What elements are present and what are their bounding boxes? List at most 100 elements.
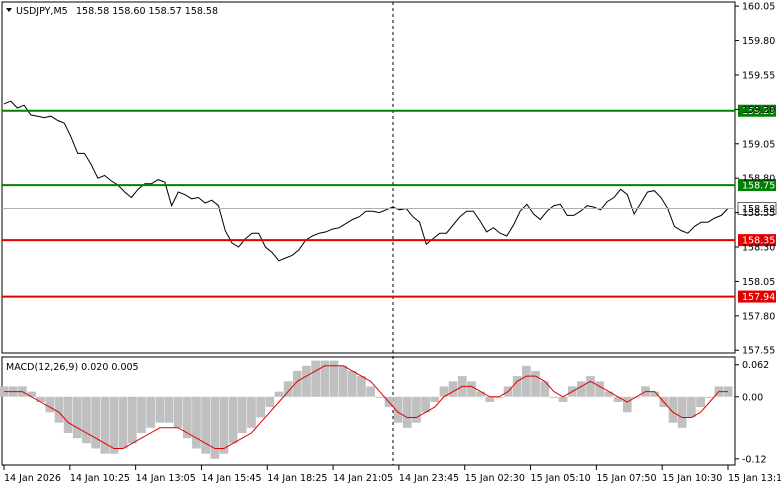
macd-histogram-bar <box>109 396 119 454</box>
price-line <box>3 100 729 262</box>
macd-histogram-bar <box>687 396 696 418</box>
time-tick-label: 15 Jan 10:30 <box>662 473 722 484</box>
macd-histogram-bar <box>100 396 110 454</box>
macd-histogram-bar <box>118 396 128 449</box>
macd-histogram-bar <box>604 391 614 397</box>
level-badge <box>738 234 776 247</box>
level-badge <box>738 104 776 117</box>
level-label: 157.94 <box>742 292 775 303</box>
price-tick-label: 158.30 <box>742 243 775 254</box>
price-tick-label: 160.05 <box>742 2 775 13</box>
macd-histogram-bar <box>439 386 449 397</box>
time-tick-label: 14 Jan 18:25 <box>267 473 327 484</box>
macd-histogram-bar <box>357 376 366 397</box>
current-price-label: 158.58 <box>742 204 775 215</box>
level-badge <box>738 290 776 303</box>
macd-histogram-bar <box>219 396 229 454</box>
macd-histogram-bar <box>73 396 82 439</box>
macd-histogram-bar <box>668 396 678 423</box>
macd-histogram-bar <box>430 396 440 402</box>
macd-histogram-bar <box>338 365 348 397</box>
time-tick-label: 15 Jan 13:10 <box>728 473 781 484</box>
macd-plot <box>0 360 733 459</box>
macd-histogram-bar <box>183 396 192 439</box>
macd-histogram-bar <box>45 396 55 413</box>
macd-histogram-bar <box>421 396 430 413</box>
time-tick-label: 15 Jan 05:10 <box>531 473 591 484</box>
macd-signal-line <box>4 365 728 449</box>
macd-histogram-bar <box>164 396 174 423</box>
macd-histogram-bar <box>210 396 220 459</box>
macd-histogram-bar <box>201 396 210 454</box>
macd-histogram-bar <box>292 370 302 397</box>
level-label: 158.35 <box>742 236 775 247</box>
macd-histogram-bar <box>586 376 595 397</box>
time-tick-label: 14 Jan 10:25 <box>70 473 130 484</box>
macd-histogram-bar <box>467 381 476 397</box>
macd-histogram-bar <box>393 396 403 423</box>
macd-histogram-bar <box>705 396 714 398</box>
level-lines: 159.29 158.75 158.35 157.94 158.58 <box>2 104 777 303</box>
level-badge <box>738 179 776 192</box>
macd-histogram-bar <box>82 396 91 444</box>
macd-histogram-bar <box>237 396 247 433</box>
price-tick-label: 158.55 <box>742 208 775 219</box>
symbol-label: USDJPY,M5 <box>16 6 68 17</box>
macd-histogram-bar <box>256 396 265 418</box>
macd-histogram-bar <box>283 381 293 397</box>
price-panel <box>1 1 736 354</box>
macd-histogram-bar <box>723 386 733 397</box>
price-plot <box>3 100 729 262</box>
price-tick-label: 158.80 <box>742 174 775 185</box>
macd-histogram-bar <box>228 396 238 444</box>
macd-histogram-bar <box>91 396 100 449</box>
price-tick-label: 159.05 <box>742 139 775 150</box>
macd-histogram-bar <box>512 376 522 397</box>
macd-histogram-bar <box>402 396 412 428</box>
macd-axis: 0.062 0.00 -0.12 <box>735 360 769 465</box>
macd-histogram-bar <box>63 396 73 433</box>
time-tick-label: 14 Jan 13:05 <box>136 473 196 484</box>
macd-histogram-bar <box>320 360 330 397</box>
macd-histogram-bar <box>54 396 64 423</box>
macd-histogram-bar <box>650 391 660 397</box>
macd-histogram-bar <box>247 396 256 428</box>
price-axis: 160.05159.80159.55159.30159.05158.80158.… <box>735 2 775 357</box>
macd-histogram-bar <box>375 396 385 398</box>
chevron-down-icon[interactable] <box>6 8 12 12</box>
macd-histogram-bar <box>173 396 183 428</box>
macd-histogram-bar <box>540 381 550 397</box>
ohlc-label: 158.58 158.60 158.57 158.58 <box>76 6 218 17</box>
macd-histogram-bar <box>412 396 421 423</box>
price-tick-label: 157.80 <box>742 311 775 322</box>
macd-histogram-bar <box>347 370 357 397</box>
level-label: 158.75 <box>742 181 775 192</box>
level-label: 159.29 <box>742 106 775 117</box>
macd-histogram-bar <box>549 396 559 398</box>
price-tick-label: 159.30 <box>742 105 775 116</box>
macd-histogram-bar <box>27 391 36 397</box>
price-tick-label: 158.05 <box>742 277 775 288</box>
time-axis: 14 Jan 2026 14 Jan 10:25 14 Jan 13:05 14 Ja… <box>3 465 781 484</box>
macd-histogram-bar <box>137 396 146 433</box>
macd-histogram-bar <box>622 396 632 413</box>
macd-histogram-bar <box>274 391 284 397</box>
macd-histogram-bar <box>577 381 586 397</box>
macd-histogram-bar <box>531 370 540 397</box>
macd-histogram-bar <box>522 365 531 397</box>
macd-histogram-bar <box>595 381 605 397</box>
macd-histogram-bar <box>485 396 495 402</box>
time-tick-label: 14 Jan 21:05 <box>333 473 393 484</box>
macd-histogram-bar <box>192 396 201 449</box>
macd-histogram-bar <box>36 396 45 402</box>
current-price-badge <box>737 202 777 215</box>
time-tick-label: 14 Jan 15:45 <box>201 473 261 484</box>
macd-histogram-bar <box>476 391 485 397</box>
time-tick-label: 15 Jan 07:50 <box>596 473 656 484</box>
macd-histogram-bar <box>311 360 320 397</box>
macd-histogram-bar <box>128 396 137 444</box>
macd-histogram-bar <box>329 360 339 397</box>
macd-tick-label: -0.12 <box>742 454 767 465</box>
macd-histogram-bar <box>146 396 155 428</box>
